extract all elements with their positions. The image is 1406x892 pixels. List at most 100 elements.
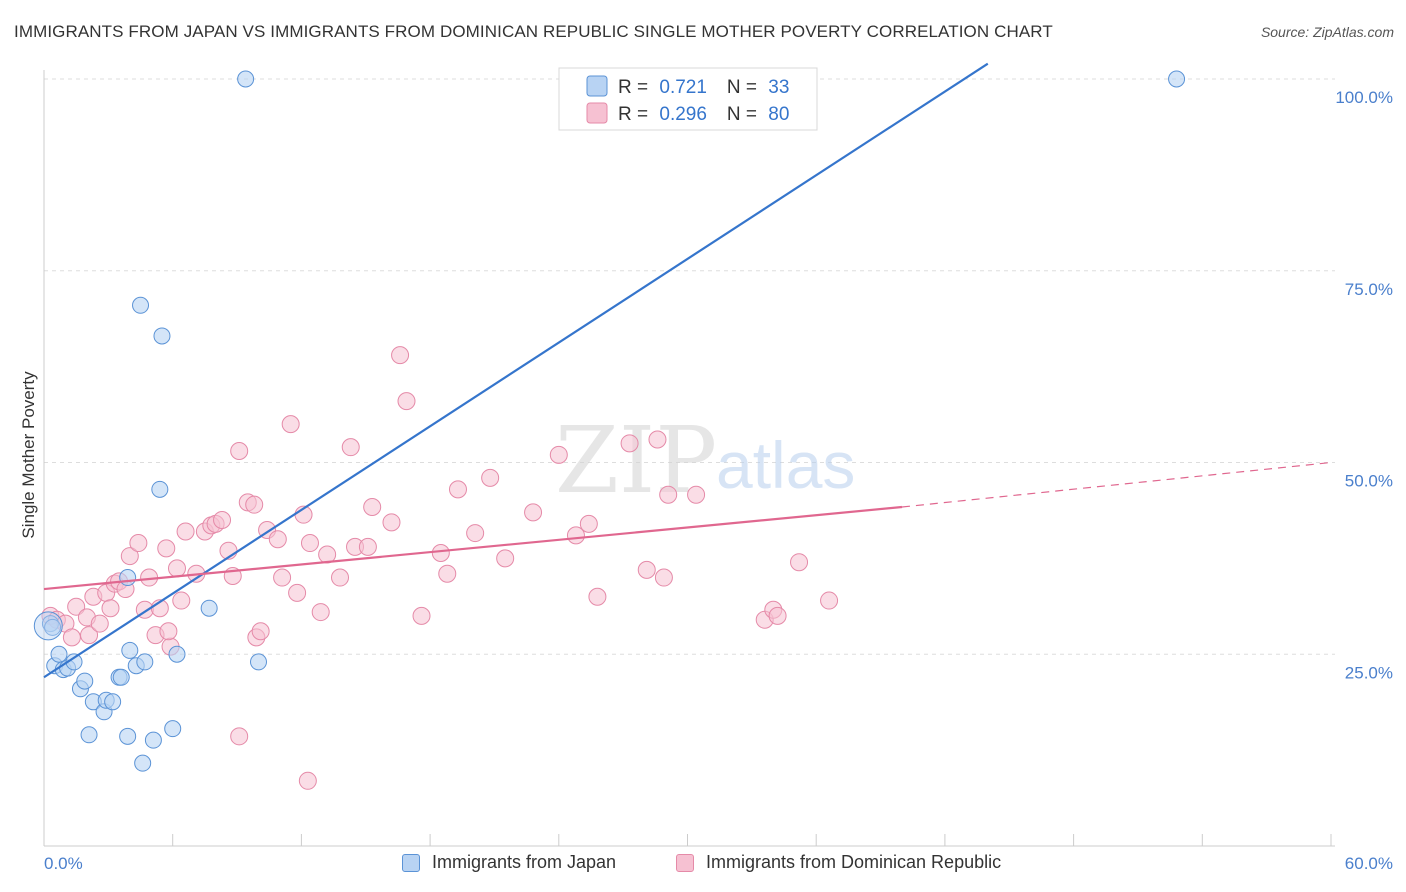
legend-bottom-dr-label: Immigrants from Dominican Republic (706, 852, 1002, 872)
dr-point (62, 628, 81, 647)
japan-point (151, 480, 169, 498)
japan-point (80, 726, 98, 744)
japan-point (112, 668, 130, 686)
dr-point (412, 606, 431, 625)
y-tick-label: 75.0% (1345, 280, 1393, 299)
dr-point (157, 539, 176, 558)
dr-point (273, 568, 292, 587)
dr-point (268, 530, 287, 549)
japan-point (168, 645, 186, 663)
dr-point (129, 534, 148, 553)
dr-point (768, 606, 787, 625)
japan-point (104, 693, 122, 711)
japan-point (119, 569, 137, 587)
dr-point (288, 583, 307, 602)
dr-point (358, 537, 377, 556)
y-axis-label: Single Mother Poverty (19, 371, 38, 539)
dr-point (245, 495, 264, 514)
chart-title: IMMIGRANTS FROM JAPAN VS IMMIGRANTS FROM… (14, 22, 1053, 41)
dr-point (524, 503, 543, 522)
watermark-atlas: atlas (716, 428, 855, 502)
japan-point (50, 645, 68, 663)
dr-point (438, 564, 457, 583)
japan-point (132, 296, 150, 314)
dr-point (431, 544, 450, 563)
legend-bottom-dr-swatch (676, 853, 694, 872)
legend-japan-r-value: 0.721 (659, 77, 707, 98)
dr-point (637, 560, 656, 579)
dr-point (90, 614, 109, 633)
legend-dr-n-label: N = (727, 104, 762, 125)
x-ticks (172, 834, 1332, 846)
dr-point (341, 438, 360, 457)
dr-point (176, 522, 195, 541)
y-tick-label: 25.0% (1345, 663, 1393, 682)
japan-point (237, 70, 255, 88)
dr-point (496, 549, 515, 568)
japan-point (44, 618, 62, 636)
japan-point (121, 641, 139, 659)
japan-trend-line (43, 62, 989, 679)
dr-point (481, 468, 500, 487)
japan-point (119, 727, 137, 745)
legend-japan-n-value: 33 (768, 77, 789, 98)
legend-dr-r-value: 0.296 (659, 104, 707, 125)
dr-point (101, 599, 120, 618)
y-tick-label: 50.0% (1345, 472, 1393, 491)
gridlines (44, 78, 1335, 655)
y-tick-label: 100.0% (1335, 88, 1393, 107)
legend-japan-n-label: N = (727, 77, 762, 98)
x-tick-label-min: 0.0% (44, 854, 83, 873)
dr-point (251, 622, 270, 641)
dr-point (167, 559, 186, 578)
legend-dr-n-value: 80 (768, 104, 789, 125)
dr-point (588, 587, 607, 606)
y-tick-labels: 25.0% 50.0% 75.0% 100.0% (1335, 88, 1393, 682)
dr-point (331, 568, 350, 587)
dr-trend-line (43, 505, 903, 591)
legend-bottom-japan-swatch (402, 853, 420, 872)
dr-point (230, 441, 249, 460)
dr-point (648, 430, 667, 449)
legend-bottom-dr: Immigrants from Dominican Republic (676, 852, 1001, 873)
legend-bottom: Immigrants from Japan Immigrants from Do… (0, 852, 1406, 878)
japan-point (1168, 70, 1186, 88)
legend-bottom-japan-label: Immigrants from Japan (432, 852, 617, 872)
dr-point (654, 568, 673, 587)
dr-point (620, 434, 639, 453)
legend-japan-swatch (586, 75, 608, 97)
legend-dr-swatch (586, 102, 608, 124)
legend-top: R = 0.721 N = 33 R = 0.296 N = 80 (558, 67, 818, 131)
dr-point (172, 591, 191, 610)
trend-lines (43, 62, 1332, 679)
dr-trend-extension (901, 461, 1332, 508)
japan-point (200, 599, 218, 617)
japan-point (136, 653, 154, 671)
dr-point (298, 771, 317, 790)
x-tick-label-max: 60.0% (1345, 854, 1393, 873)
dr-point (120, 547, 139, 566)
dr-point (391, 346, 410, 365)
dr-point (281, 415, 300, 434)
source-label: Source: ZipAtlas.com (1260, 24, 1394, 40)
dr-point (80, 626, 99, 645)
japan-point (76, 672, 94, 690)
dr-point (466, 524, 485, 543)
legend-bottom-japan: Immigrants from Japan (402, 852, 616, 873)
dr-point (687, 485, 706, 504)
dr-points (41, 346, 839, 790)
dr-point (659, 485, 678, 504)
dr-point (579, 514, 598, 533)
dr-point (448, 480, 467, 499)
dr-point (790, 553, 809, 572)
japan-point (164, 720, 182, 738)
dr-point (549, 445, 568, 464)
japan-points (33, 70, 1186, 772)
dr-point (300, 534, 319, 553)
legend-japan-r-label: R = (618, 77, 653, 98)
dr-point (363, 497, 382, 516)
watermark: ZIP atlas (555, 407, 855, 514)
